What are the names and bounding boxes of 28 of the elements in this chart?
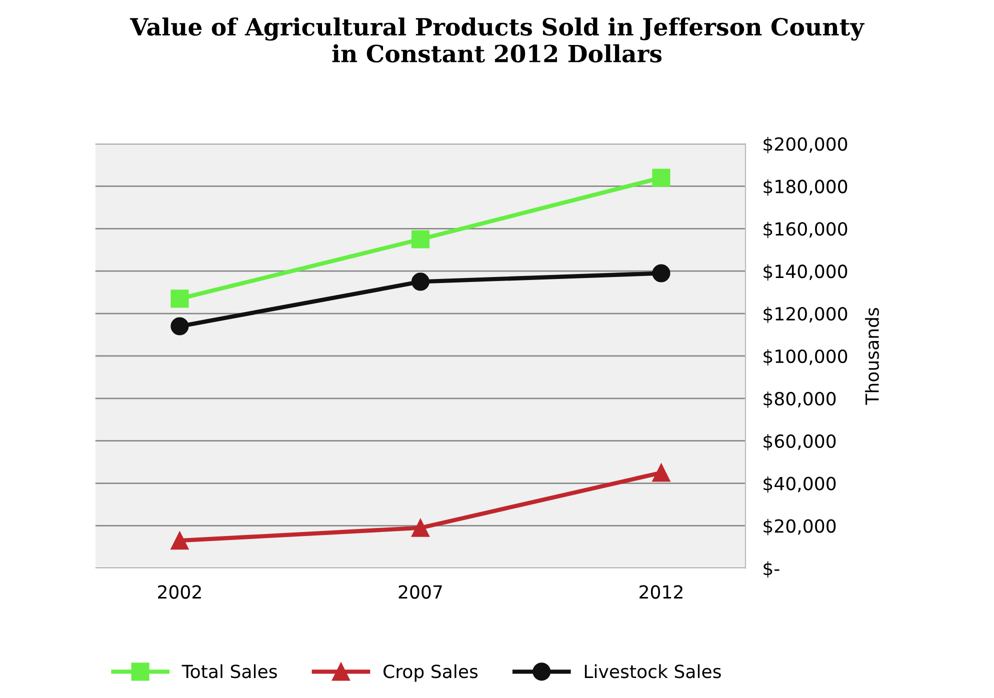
- x-tick-label: 2007: [398, 585, 442, 599]
- x-tick-label: 2002: [158, 585, 201, 599]
- point: [652, 464, 670, 482]
- y-tick-label: $200,000: [764, 136, 848, 154]
- point: [652, 264, 670, 282]
- y-tick-label: $80,000: [764, 392, 836, 408]
- point: [170, 317, 189, 336]
- point: [411, 518, 430, 537]
- legend-label: Crop Sales: [384, 664, 478, 682]
- y-tick-label: $160,000: [764, 222, 848, 238]
- chart-title: Value of Agricultural Products Sold in Jefferson County in Constant 2012 Dollars: [130, 17, 865, 62]
- y-tick-label: $-: [764, 561, 780, 578]
- legend-label: Livestock Sales: [584, 664, 721, 678]
- y-tick-label: $20,000: [764, 518, 836, 536]
- y-axis-title: Thousands: [864, 308, 879, 405]
- y-tick-label: $140,000: [764, 264, 848, 281]
- point: [652, 168, 670, 187]
- legend-label: Total Sales: [182, 664, 277, 678]
- y-tick-label: $180,000: [764, 179, 848, 196]
- y-tick-label: $100,000: [764, 349, 848, 366]
- y-tick-label: $120,000: [764, 306, 848, 324]
- point: [411, 272, 430, 291]
- point: [170, 532, 189, 550]
- point: [411, 230, 430, 248]
- point: [170, 290, 189, 308]
- y-tick-label: $60,000: [764, 434, 836, 450]
- x-tick-label: 2012: [640, 585, 682, 599]
- y-tick-label: $40,000: [764, 476, 836, 493]
